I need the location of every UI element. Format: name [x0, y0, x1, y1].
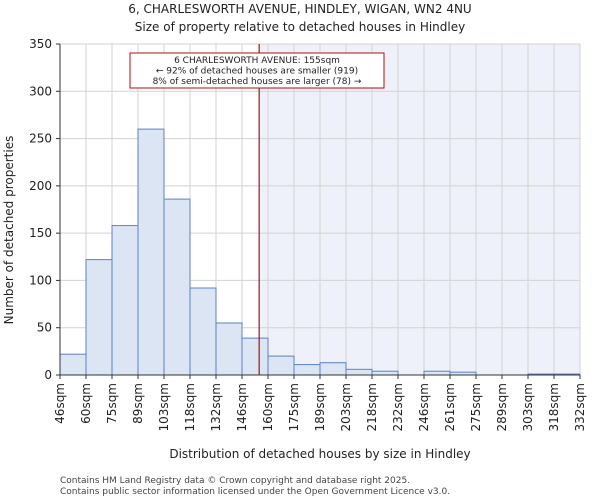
- histogram-bar: [215, 322, 243, 376]
- x-tick-label: 332sqm: [573, 383, 587, 431]
- footer-line-2: Contains public sector information licen…: [60, 487, 450, 497]
- x-tick-label: 60sqm: [79, 383, 93, 424]
- x-tick-label: 175sqm: [287, 383, 301, 431]
- histogram-bar: [163, 198, 191, 376]
- chart-title: 6, CHARLESWORTH AVENUE, HINDLEY, WIGAN, …: [128, 2, 471, 16]
- plot-area: 0 50 100 150 200 250 300 350 46sqm 60sqm 75sqm 89sq…: [29, 37, 587, 431]
- histogram-bar: [241, 337, 269, 376]
- x-tick-label: 275sqm: [469, 383, 483, 431]
- histogram-bar: [111, 225, 139, 376]
- x-tick-label: 132sqm: [209, 383, 223, 431]
- y-tick-label: 300: [29, 84, 52, 98]
- y-tick-label: 150: [29, 226, 52, 240]
- histogram-bar: [371, 370, 399, 376]
- histogram-bar: [267, 355, 295, 376]
- x-tick-label: 46sqm: [53, 383, 67, 424]
- x-axis-label: Distribution of detached houses by size …: [169, 447, 470, 461]
- chart-subtitle: Size of property relative to detached ho…: [135, 20, 465, 34]
- y-tick-label: 250: [29, 132, 52, 146]
- x-tick-label: 103sqm: [157, 383, 171, 431]
- histogram-bar: [293, 364, 321, 376]
- x-tick-label: 89sqm: [131, 383, 145, 424]
- annotation-line: ← 92% of detached houses are smaller (91…: [156, 67, 358, 77]
- x-tick-label: 75sqm: [105, 383, 119, 424]
- y-axis-label: Number of detached properties: [2, 136, 16, 325]
- x-tick-label: 118sqm: [183, 383, 197, 431]
- x-tick-label: 318sqm: [547, 383, 561, 431]
- x-tick-label: 203sqm: [339, 383, 353, 431]
- annotation-line: 8% of semi-detached houses are larger (7…: [153, 77, 362, 87]
- histogram-bar: [189, 287, 217, 376]
- histogram-bar: [59, 353, 87, 376]
- x-tick-label: 289sqm: [495, 383, 509, 431]
- y-tick-label: 0: [44, 368, 52, 382]
- footer-line-1: Contains HM Land Registry data © Crown c…: [60, 476, 410, 486]
- histogram-bar: [137, 128, 165, 376]
- y-tick-label: 50: [37, 321, 52, 335]
- x-tick-label: 246sqm: [417, 383, 431, 431]
- y-tick-label: 200: [29, 179, 52, 193]
- histogram-bar: [319, 362, 347, 376]
- histogram-bar: [85, 259, 113, 376]
- x-tick-label: 232sqm: [391, 383, 405, 431]
- annotation-box: [129, 52, 385, 89]
- y-tick-label: 350: [29, 37, 52, 51]
- x-tick-label: 146sqm: [235, 383, 249, 431]
- x-tick-label: 189sqm: [313, 383, 327, 431]
- y-tick-label: 100: [29, 273, 52, 287]
- histogram-bar: [423, 370, 451, 376]
- x-tick-label: 303sqm: [521, 383, 535, 431]
- x-tick-label: 261sqm: [443, 383, 457, 431]
- x-tick-label: 218sqm: [365, 383, 379, 431]
- annotation-line: 6 CHARLESWORTH AVENUE: 155sqm: [174, 56, 340, 66]
- x-tick-label: 160sqm: [261, 383, 275, 431]
- shaded-region: [259, 44, 580, 375]
- histogram-bar: [345, 368, 373, 376]
